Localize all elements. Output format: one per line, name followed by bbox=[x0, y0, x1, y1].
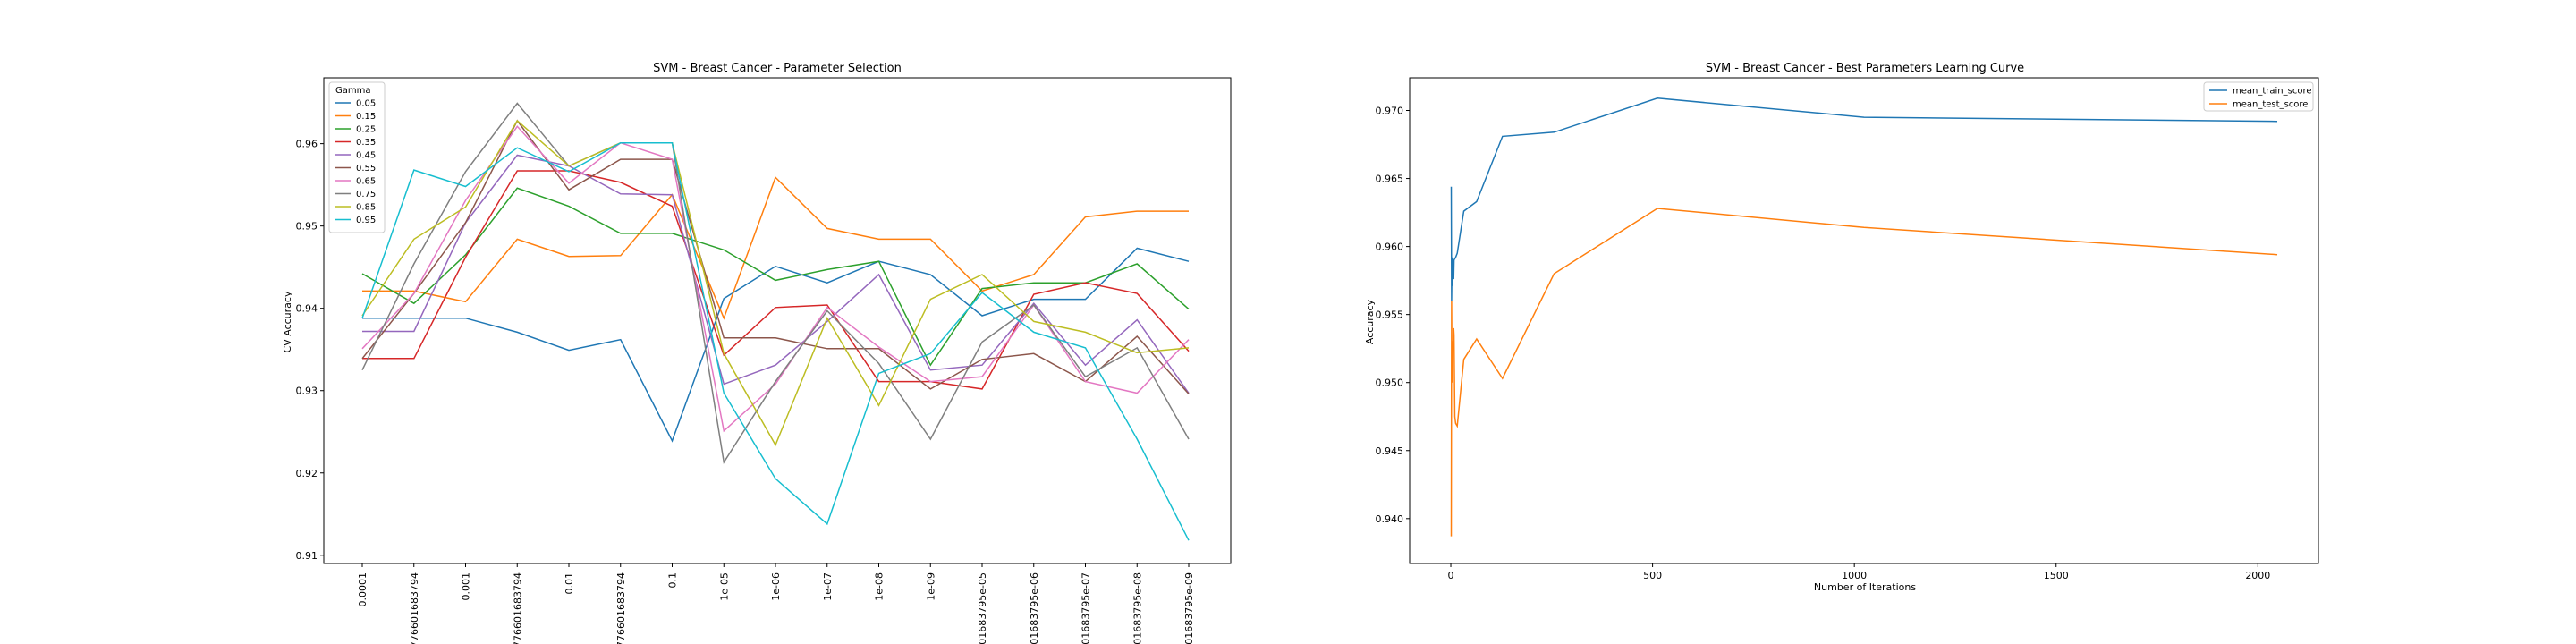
series-line-gamma-0.85 bbox=[361, 119, 1190, 447]
x-tick-label: 1e-08 bbox=[874, 572, 886, 601]
legend-entry: 0.75 bbox=[356, 190, 376, 199]
legend-box bbox=[328, 81, 386, 233]
legend-entry: 0.85 bbox=[356, 203, 376, 213]
x-tick-label: 1500 bbox=[2044, 570, 2069, 581]
legend-box bbox=[2203, 81, 2314, 112]
legend: Gamma 0.05 0.15 0.25 0.35 0.45 0.55 0.65 0.75 0.… bbox=[328, 81, 386, 233]
x-tick-label: 0.1 bbox=[667, 572, 679, 589]
y-tick-label: 0.93 bbox=[296, 386, 318, 397]
legend-entry: 0.15 bbox=[356, 112, 376, 122]
plot-frame bbox=[1409, 77, 2319, 564]
x-tick-label: 1e-06 bbox=[770, 572, 782, 601]
x-tick-label: 0.01 bbox=[564, 572, 575, 595]
x-tick-label: 1000 bbox=[1842, 570, 1867, 581]
chart-title: SVM - Breast Cancer - Best Parameters Le… bbox=[1706, 62, 2024, 75]
y-tick-label: 0.91 bbox=[296, 550, 318, 562]
y-tick-label: 0.94 bbox=[296, 303, 318, 315]
learning-curve-chart: SVM - Breast Cancer - Best Parameters Le… bbox=[1364, 62, 2319, 593]
series-lines bbox=[361, 102, 1190, 541]
x-tick-label: 0 bbox=[1448, 570, 1454, 581]
y-axis-label: CV Accuracy bbox=[282, 291, 293, 352]
x-axis: 0.0001 0.00031622776601683794 0.001 0.00316… bbox=[357, 564, 1195, 644]
legend-title: Gamma bbox=[335, 86, 371, 96]
y-tick-label: 0.945 bbox=[1376, 445, 1404, 457]
y-tick-label: 0.965 bbox=[1376, 174, 1404, 185]
y-tick-label: 0.955 bbox=[1376, 309, 1404, 321]
x-tick-label: 2000 bbox=[2245, 570, 2270, 581]
series-line-gamma-0.45 bbox=[362, 154, 1190, 394]
plot-frame bbox=[323, 77, 1232, 564]
y-axis: 0.940 0.945 0.950 0.955 0.960 0.965 0.970 bbox=[1376, 106, 1410, 525]
legend-entry: 0.45 bbox=[356, 151, 376, 161]
legend-entry: mean_train_score bbox=[2233, 87, 2312, 97]
x-tick-label: 1e-05 bbox=[718, 572, 730, 601]
series-line-gamma-0.65 bbox=[361, 125, 1190, 433]
y-tick-label: 0.940 bbox=[1376, 513, 1404, 525]
y-tick-label: 0.92 bbox=[296, 468, 318, 479]
chart-title: SVM - Breast Cancer - Parameter Selectio… bbox=[653, 62, 902, 75]
x-tick-label: 500 bbox=[1643, 570, 1662, 581]
x-tick-label: 0.0001 bbox=[357, 572, 369, 607]
legend-entry: 0.05 bbox=[356, 99, 376, 109]
y-tick-label: 0.960 bbox=[1376, 242, 1404, 253]
legend-entry: 0.55 bbox=[356, 164, 376, 174]
y-tick-label: 0.970 bbox=[1376, 106, 1404, 117]
series-line-gamma-0.75 bbox=[361, 102, 1190, 464]
x-tick-label: 1e-07 bbox=[822, 572, 834, 601]
y-tick-label: 0.96 bbox=[296, 139, 318, 150]
series-line-gamma-0.15 bbox=[362, 176, 1189, 320]
x-axis-label: Number of Iterations bbox=[1814, 581, 1916, 593]
legend: mean_train_score mean_test_score bbox=[2203, 81, 2314, 112]
x-axis: 0 500 1000 1500 2000 bbox=[1448, 564, 2270, 581]
series-line-gamma-0.35 bbox=[362, 170, 1190, 390]
series-line-gamma-0.25 bbox=[361, 187, 1190, 367]
x-tick-label: 0.0031622776601683794 bbox=[512, 572, 523, 644]
x-tick-label: 3.1622776601683795e-08 bbox=[1131, 572, 1143, 644]
y-tick-label: 0.95 bbox=[296, 221, 318, 233]
x-tick-label: 3.1622776601683795e-09 bbox=[1183, 572, 1195, 644]
series-line-mean-test-score bbox=[1450, 208, 2278, 537]
series-line-mean-train-score bbox=[1450, 97, 2278, 301]
legend-entry: 0.95 bbox=[356, 216, 376, 225]
y-tick-label: 0.950 bbox=[1376, 377, 1404, 389]
y-axis: 0.91 0.92 0.93 0.94 0.95 0.96 bbox=[296, 139, 324, 562]
x-tick-label: 3.1622776601683795e-06 bbox=[1029, 572, 1040, 644]
legend-entry: 0.25 bbox=[356, 125, 376, 135]
x-tick-label: 3.1622776601683795e-07 bbox=[1080, 572, 1092, 644]
x-tick-label: 0.031622776601683794 bbox=[615, 572, 627, 644]
legend-entry: mean_test_score bbox=[2233, 100, 2308, 110]
legend-entry: 0.35 bbox=[356, 138, 376, 148]
legend-entry: 0.65 bbox=[356, 177, 376, 187]
series-line-gamma-0.55 bbox=[361, 119, 1190, 394]
series-lines bbox=[1450, 97, 2278, 537]
x-tick-label: 0.001 bbox=[461, 572, 472, 601]
series-line-gamma-0.05 bbox=[362, 247, 1190, 443]
parameter-selection-chart: SVM - Breast Cancer - Parameter Selectio… bbox=[282, 62, 1232, 644]
y-axis-label: Accuracy bbox=[1364, 299, 1376, 344]
series-line-gamma-0.95 bbox=[361, 141, 1190, 541]
x-tick-label: 1e-09 bbox=[925, 572, 936, 601]
x-tick-label: 0.00031622776601683794 bbox=[409, 572, 420, 644]
x-tick-label: 3.1622776601683795e-05 bbox=[977, 572, 988, 644]
